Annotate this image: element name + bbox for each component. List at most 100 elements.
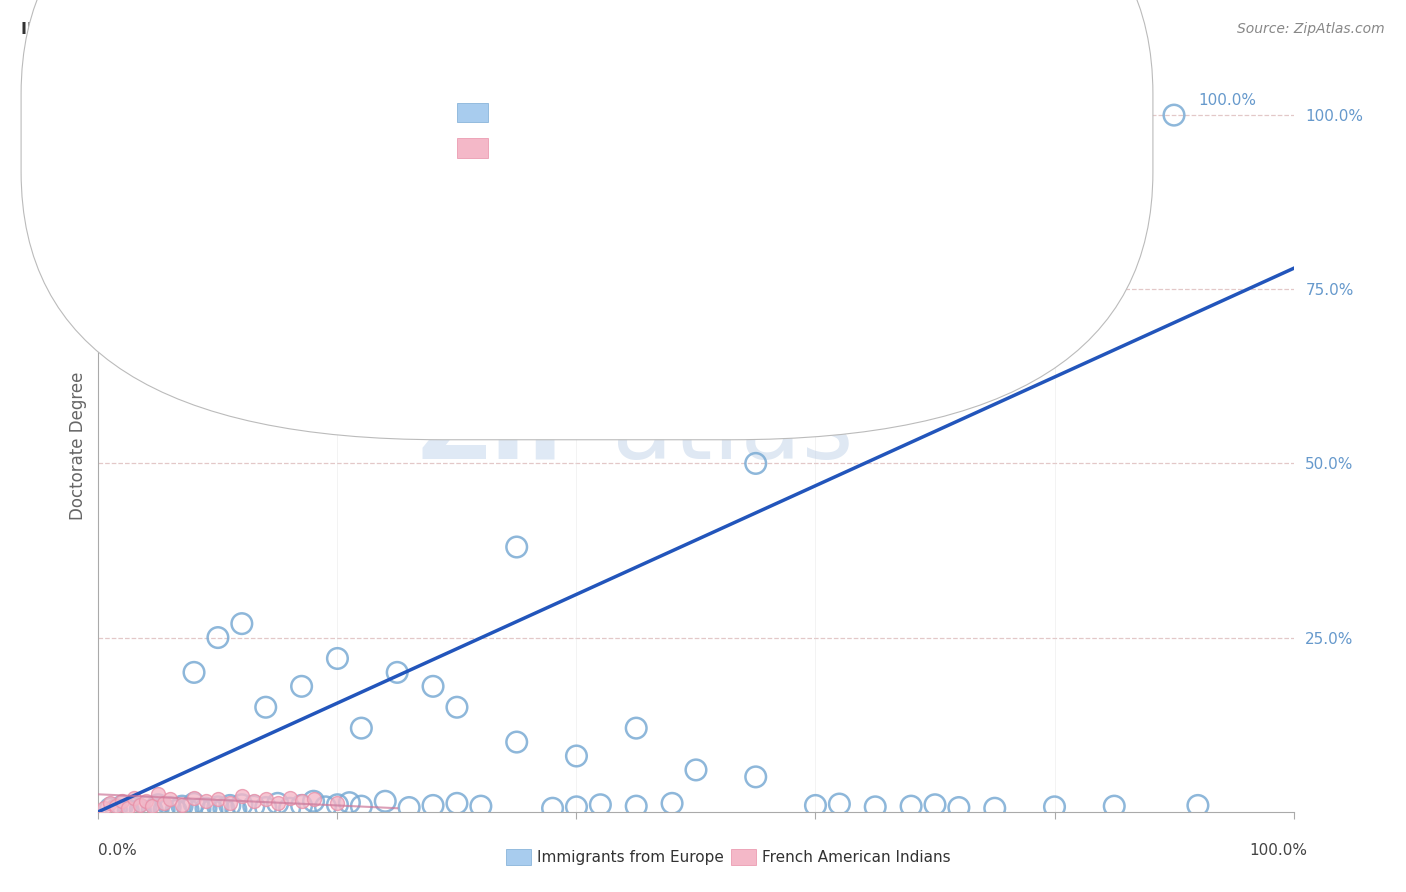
Y-axis label: Doctorate Degree: Doctorate Degree (69, 372, 87, 520)
Point (506, 735, 529, 749)
Point (231, 616, 253, 631)
Point (350, 721, 373, 735)
Text: ZIP: ZIP (418, 383, 600, 480)
Point (148, 787, 170, 801)
Text: 0.0%: 0.0% (98, 843, 138, 858)
Point (267, 797, 290, 811)
Point (207, 800, 229, 814)
Text: IMMIGRANTS FROM EUROPE VS FRENCH AMERICAN INDIAN DOCTORATE DEGREE CORRELATION CH: IMMIGRANTS FROM EUROPE VS FRENCH AMERICA… (21, 22, 943, 37)
Point (267, 797, 290, 811)
Point (685, 763, 707, 777)
Point (422, 679, 444, 693)
Point (924, 797, 946, 812)
Text: R = -0.140    N = 25: R = -0.140 N = 25 (505, 139, 688, 157)
Point (828, 797, 851, 811)
Point (165, 803, 187, 817)
Point (219, 798, 242, 813)
Point (207, 631, 229, 645)
Point (117, 800, 139, 814)
Point (745, 770, 768, 784)
Point (141, 799, 163, 814)
Point (124, 801, 146, 815)
Point (302, 794, 325, 808)
Point (153, 803, 176, 817)
Point (626, 799, 648, 814)
Point (804, 798, 827, 813)
Point (98, 801, 122, 815)
Point (541, 801, 564, 815)
Point (98, 797, 122, 811)
Point (900, 799, 922, 814)
Point (159, 800, 181, 814)
Point (129, 803, 152, 817)
Point (470, 799, 492, 814)
Point (984, 801, 1007, 815)
Point (177, 803, 200, 817)
Point (111, 799, 134, 814)
Point (135, 800, 157, 814)
Point (135, 794, 157, 808)
Point (291, 798, 314, 813)
Point (231, 789, 253, 804)
Point (398, 800, 420, 814)
Point (129, 797, 152, 812)
Point (302, 792, 325, 806)
Point (219, 797, 242, 811)
Point (745, 457, 768, 471)
Point (350, 799, 373, 814)
Point (326, 797, 349, 812)
Text: French American Indians: French American Indians (762, 850, 950, 864)
Point (183, 665, 205, 680)
Point (254, 700, 277, 714)
Point (195, 801, 218, 815)
Point (339, 796, 361, 810)
Point (1163, 108, 1185, 122)
Point (124, 790, 146, 805)
Point (93, 801, 115, 815)
Point (188, 802, 211, 816)
Point (326, 797, 349, 811)
Text: atlas: atlas (613, 383, 853, 480)
Point (159, 792, 181, 806)
Point (141, 803, 163, 817)
Point (231, 797, 253, 812)
Point (117, 803, 139, 817)
Point (111, 794, 134, 808)
Text: Immigrants from Europe: Immigrants from Europe (537, 850, 724, 864)
Point (291, 679, 314, 693)
Point (422, 798, 444, 813)
Point (278, 790, 301, 805)
Point (385, 665, 409, 680)
Point (865, 800, 887, 814)
Point (948, 800, 970, 814)
Point (254, 800, 277, 814)
Point (105, 799, 128, 814)
Point (1043, 800, 1066, 814)
Point (374, 794, 396, 808)
Point (207, 792, 229, 806)
Point (1104, 799, 1126, 814)
Point (446, 700, 468, 714)
Point (506, 540, 529, 554)
Point (225, 803, 247, 817)
Point (183, 797, 205, 811)
Point (148, 797, 170, 812)
Point (661, 797, 683, 811)
Point (172, 797, 194, 812)
Point (243, 799, 266, 814)
Point (565, 800, 588, 814)
Point (153, 797, 176, 811)
Point (1187, 798, 1209, 813)
Point (212, 802, 235, 816)
Point (183, 790, 205, 805)
Point (291, 794, 314, 808)
Point (172, 799, 194, 814)
Point (105, 803, 128, 817)
Point (315, 800, 337, 814)
Point (446, 797, 468, 811)
Point (326, 651, 349, 665)
Point (626, 721, 648, 735)
Point (201, 803, 224, 817)
Point (278, 801, 301, 815)
Text: R =  0.790    N = 57: R = 0.790 N = 57 (505, 103, 686, 121)
